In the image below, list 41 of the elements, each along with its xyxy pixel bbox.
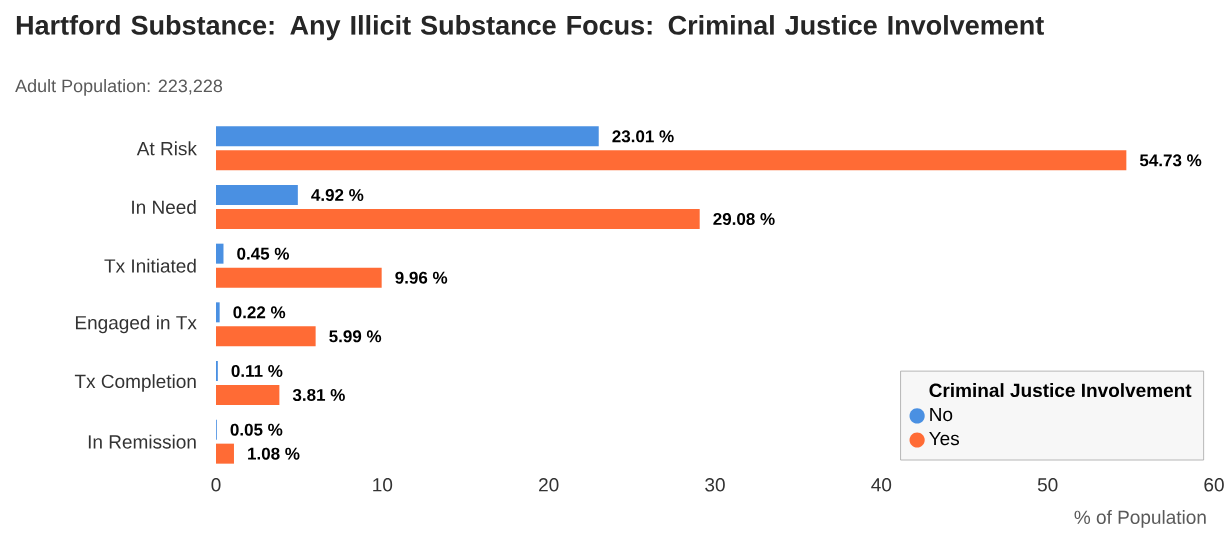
bar <box>216 243 224 264</box>
x-tick-label: 60 <box>1204 478 1224 492</box>
data-label: 0.05 % <box>230 423 283 436</box>
bar <box>216 302 220 323</box>
y-tick-label: At Risk <box>136 141 197 156</box>
legend-label: No <box>930 407 953 422</box>
data-label: 23.01 % <box>612 130 674 143</box>
bar <box>216 185 298 205</box>
data-label: 0.45 % <box>237 247 290 260</box>
data-label: 4.92 % <box>311 189 364 202</box>
x-tick-label: 10 <box>373 478 393 492</box>
chart-title: Hartford Substance: Any Illicit Substance Focus: Criminal Justice Involvement <box>16 15 1044 41</box>
data-label: 29.08 % <box>713 213 775 226</box>
x-tick-label: 20 <box>539 478 559 492</box>
bar <box>216 209 700 230</box>
legend-label: Yes <box>929 431 960 446</box>
bar <box>216 150 1127 171</box>
bar <box>216 384 280 405</box>
y-tick-label: In Need <box>132 200 196 214</box>
data-label: 5.99 % <box>329 330 382 343</box>
bar <box>216 267 382 288</box>
y-tick-label: Tx Initiated <box>104 258 196 273</box>
data-label: 54.73 % <box>1139 154 1202 167</box>
data-label: 0.11 % <box>231 364 283 377</box>
y-tick-label: Tx Completion <box>74 374 196 392</box>
chart-subtitle: Adult Population: 223,228 <box>15 79 223 96</box>
data-label: 0.22 % <box>233 306 286 319</box>
bar <box>216 443 234 464</box>
x-tick-label: 40 <box>871 478 892 492</box>
data-label: 1.08 % <box>248 447 300 460</box>
x-tick-label: 0 <box>211 478 221 492</box>
bar <box>216 326 316 347</box>
data-label: 9.96 % <box>395 271 448 284</box>
x-tick-label: 30 <box>705 478 725 492</box>
bar <box>216 126 599 147</box>
y-tick-label: In Remission <box>88 434 196 449</box>
legend-title: Criminal Justice Involvement <box>929 383 1192 398</box>
x-tick-label: 50 <box>1037 478 1058 492</box>
data-label: 3.81 % <box>292 388 345 402</box>
x-axis-title: % of Population <box>1074 510 1206 528</box>
y-tick-label: Engaged in Tx <box>75 315 197 334</box>
